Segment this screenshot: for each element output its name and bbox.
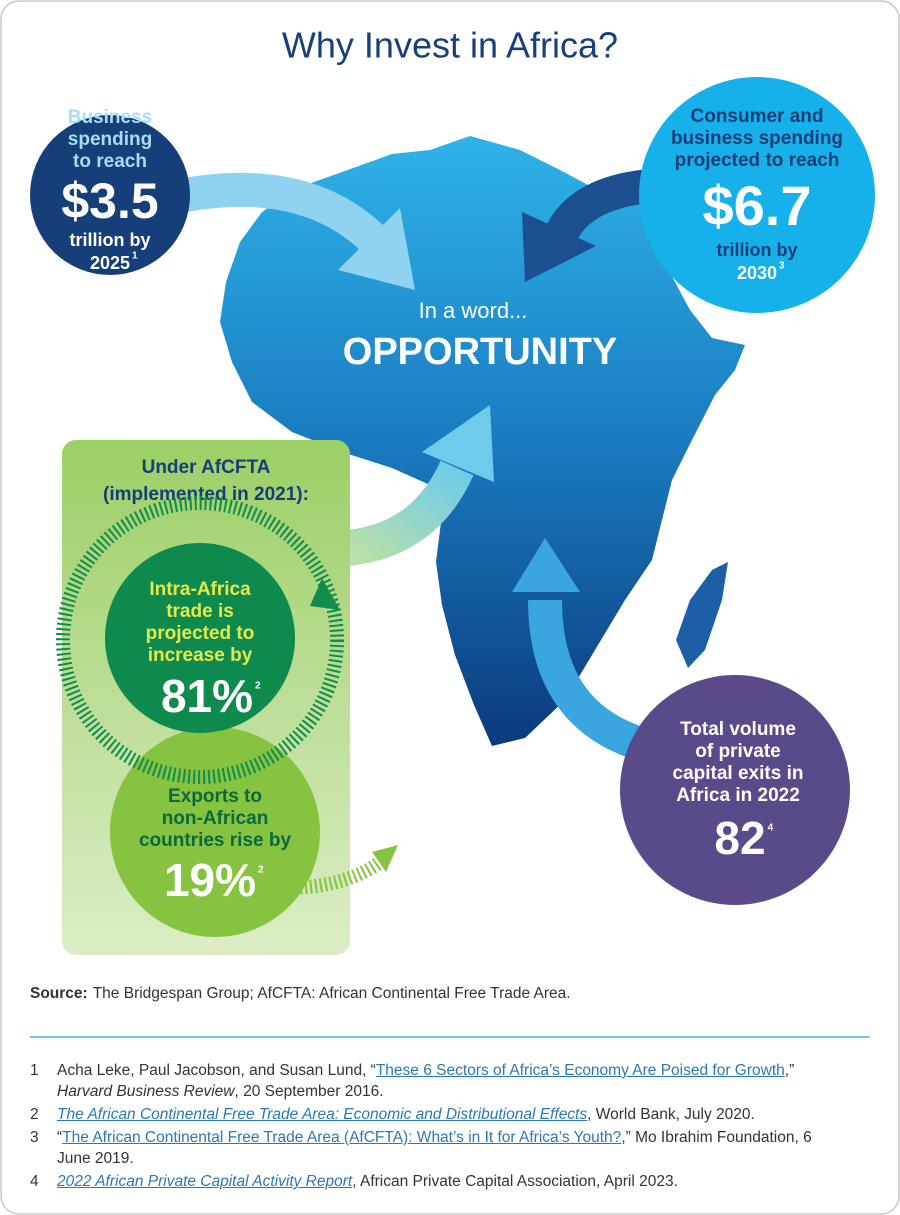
callout-text: 2030 [737, 263, 777, 283]
callout-text: trillion by [717, 240, 798, 260]
callout-text: projected to reach [675, 150, 840, 171]
callout-figure: 82 [714, 812, 765, 864]
stat-figure: 81% [161, 670, 253, 722]
footnote-link[interactable]: The African Continental Free Trade Area:… [57, 1106, 588, 1123]
footnote-link[interactable]: These 6 Sectors of Africa’s Economy Are … [375, 1062, 785, 1079]
footnote-link: Harvard Business Review [57, 1083, 235, 1100]
stat-text: projected to [146, 623, 255, 644]
callout-text: Africa in 2022 [676, 785, 800, 806]
stat-text: trade is [166, 601, 234, 622]
footnote-number: 1 [30, 1062, 39, 1079]
footnote-segment: , 20 September 2016. [234, 1083, 384, 1100]
footnote-link[interactable]: 2022 African Private Capital Activity Re… [57, 1173, 353, 1190]
callout-text: 2025 [90, 253, 130, 273]
footnote: 1 Acha Leke, Paul Jacobson, and Susan Lun… [30, 1060, 850, 1102]
arrow-head [512, 538, 580, 592]
footnote-ref: 2 [255, 681, 261, 692]
arrow-head [338, 208, 415, 290]
callout-figure: $3.5 [61, 173, 158, 229]
footnote: 3 “The African Continental Free Trade Are… [30, 1127, 850, 1169]
stat-circle [110, 727, 320, 937]
footnote-text: 2022 African Private Capital Activity Re… [57, 1171, 837, 1192]
source-label: Source: [30, 985, 88, 1002]
callout-text: to reach [73, 151, 147, 172]
footnote-ref: 4 [768, 823, 774, 834]
footnote-number: 4 [30, 1173, 39, 1190]
stat-text: Exports to [168, 786, 262, 807]
footnote-segment: “ [57, 1129, 63, 1146]
footnote-segment: , African Private Capital Association, A… [352, 1173, 678, 1190]
footnote-text: Acha Leke, Paul Jacobson, and Susan Lund… [57, 1060, 837, 1102]
arrow-head [422, 405, 494, 482]
madagascar [676, 562, 728, 668]
footnote-ref: 3 [779, 261, 785, 272]
footnote-ref: 1 [132, 251, 138, 262]
callout-text: of private [695, 741, 781, 762]
stat-text: non-African [162, 808, 269, 829]
arrow [528, 599, 660, 765]
dotted-arrow [294, 856, 385, 895]
title: Why Invest in Africa? [282, 25, 618, 66]
arrow-head [372, 845, 398, 872]
stat-circle [105, 543, 295, 733]
arrow-head [310, 578, 340, 610]
footnote-number: 2 [30, 1106, 39, 1123]
footnote-text: “The African Continental Free Trade Area… [57, 1127, 837, 1169]
stat-text: Intra-Africa [149, 579, 251, 600]
footnote-number: 3 [30, 1129, 39, 1146]
footnote-ref: 2 [258, 865, 264, 876]
footnote: 4 2022 African Private Capital Activity R… [30, 1171, 850, 1192]
stat-text: increase by [148, 645, 253, 666]
callout-circle [30, 115, 190, 275]
source-text: The Bridgespan Group; AfCFTA: African Co… [92, 985, 571, 1002]
callout-circle [620, 675, 850, 905]
source: Source: The Bridgespan Group; AfCFTA: Afr… [30, 985, 571, 1003]
footnote: 2 The African Continental Free Trade Area… [30, 1104, 850, 1125]
footnotes: 1 Acha Leke, Paul Jacobson, and Susan Lun… [30, 1060, 850, 1194]
callout-text: Business [68, 107, 152, 128]
stat-text: countries rise by [139, 830, 291, 851]
footnote-segment: ,” [784, 1062, 795, 1079]
callout-text: capital exits in [673, 763, 804, 784]
arrow [345, 460, 474, 566]
box-heading: Under AfCFTA [142, 457, 271, 478]
footnote-segment: Acha Leke, Paul Jacobson, and Susan Lund… [57, 1062, 376, 1079]
dotted-ring [56, 496, 344, 784]
stat-figure: 19% [164, 854, 256, 906]
footnote-segment: ,” Mo Ibrahim Foundation, 6 June 2019. [57, 1129, 812, 1167]
callout-text: business spending [671, 128, 843, 149]
callout-figure: $6.7 [703, 174, 812, 237]
callout-circle [639, 77, 875, 313]
footnote-link[interactable]: The African Continental Free Trade Area … [62, 1129, 622, 1146]
center-lead: In a word... [419, 298, 528, 323]
arrow [166, 172, 384, 251]
center-headline: OPPORTUNITY [343, 331, 617, 373]
callout-text: Total volume [680, 719, 796, 740]
arrow-head [522, 212, 596, 282]
callout-text: spending [68, 129, 152, 150]
callout-text: Consumer and [690, 106, 823, 127]
callout-text: trillion by [70, 230, 151, 250]
footnote-segment: , World Bank, July 2020. [587, 1106, 755, 1123]
box-heading: (implemented in 2021): [103, 484, 309, 505]
footnote-text: The African Continental Free Trade Area:… [57, 1104, 837, 1125]
